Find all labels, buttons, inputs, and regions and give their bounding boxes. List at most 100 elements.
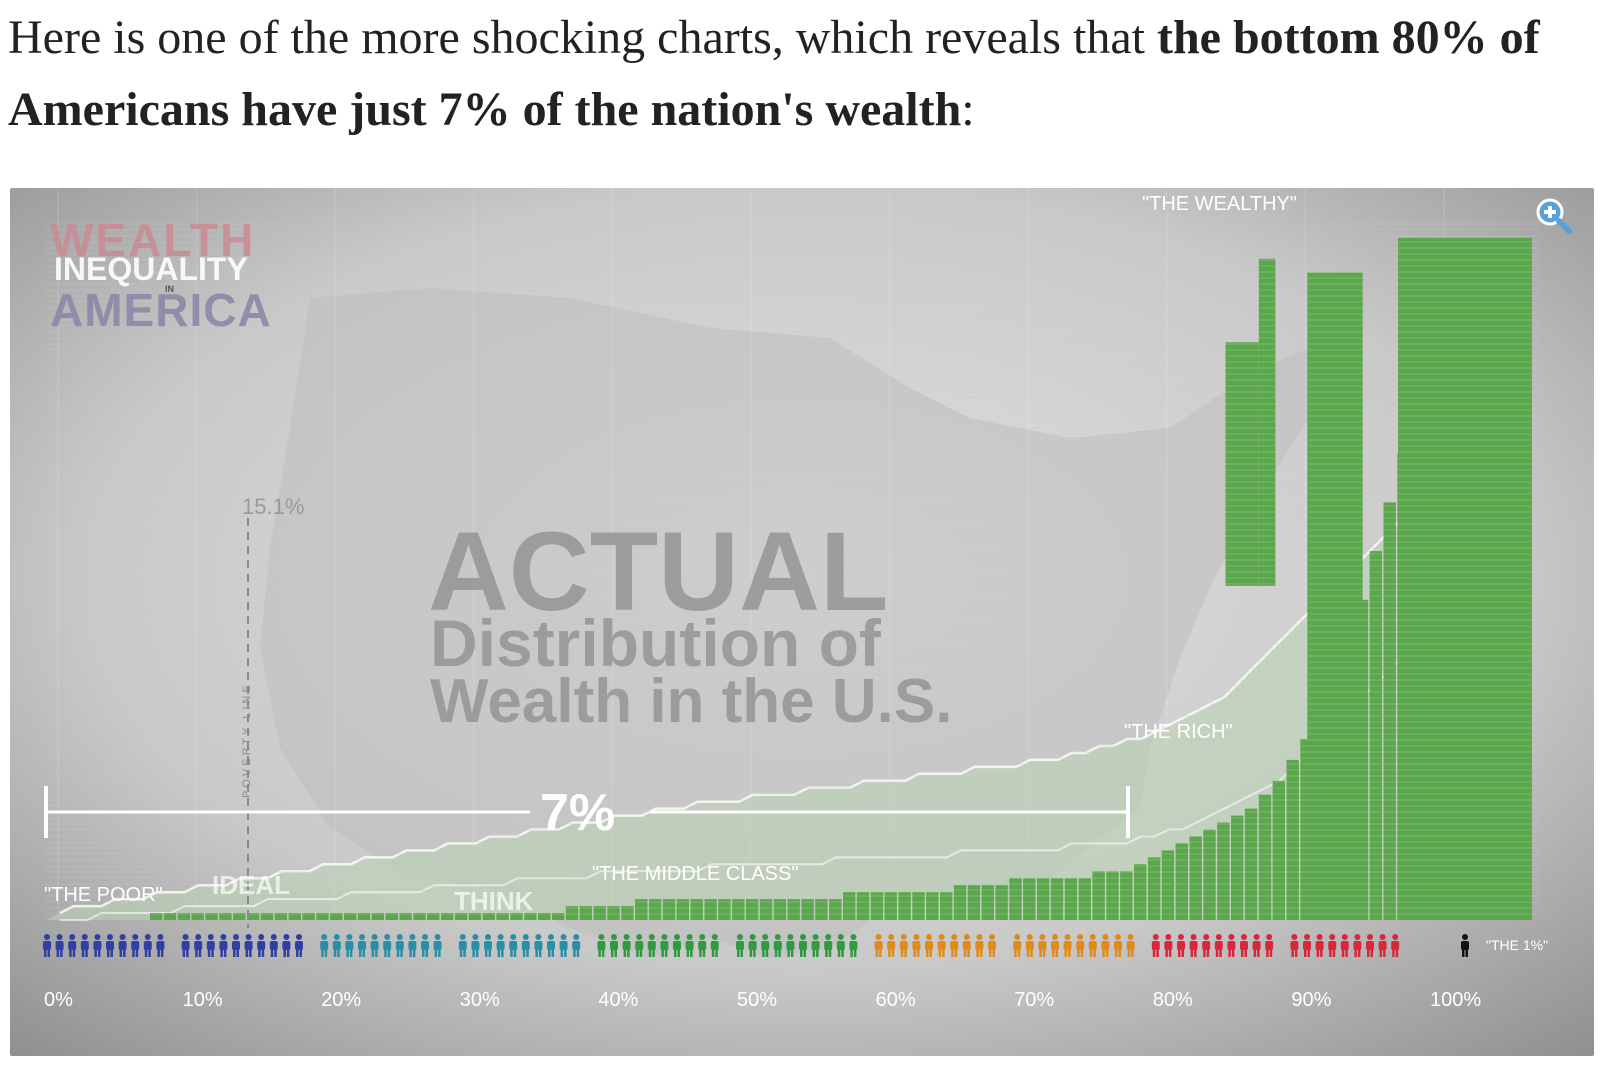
- person-icon: [1038, 934, 1047, 957]
- bar-percentile-67: [967, 885, 981, 920]
- overlay-title-line-1: ACTUAL: [428, 509, 888, 634]
- bar-percentile-48: [704, 899, 717, 920]
- person-icon: [458, 934, 467, 957]
- x-tick-label: 20%: [321, 989, 361, 1011]
- population-icons: [43, 934, 1469, 957]
- bar-percentile-73: [1050, 878, 1064, 920]
- person-icon: [1265, 934, 1274, 957]
- zoom-in-icon[interactable]: [1536, 198, 1572, 234]
- brand-line-3: AMERICA: [50, 284, 272, 336]
- bar-percentile-83: [1189, 836, 1202, 920]
- person-icon: [773, 934, 782, 957]
- person-icon: [370, 934, 379, 957]
- person-icon: [673, 934, 681, 957]
- bar-percentile-42: [621, 906, 634, 920]
- bracket-label: 7%: [540, 784, 615, 842]
- bar-percentile-28: [427, 913, 440, 920]
- bar-percentile-77: [1106, 871, 1119, 920]
- bar-percentile-14: [233, 913, 246, 920]
- bar-percentile-86: [1231, 815, 1244, 920]
- person-icon: [55, 934, 64, 957]
- person-icon: [1189, 934, 1198, 957]
- person-icon: [118, 934, 127, 957]
- person-icon: [143, 934, 152, 957]
- overlay-title: ACTUAL Distribution of Wealth in the U.S…: [428, 509, 952, 736]
- x-tick-label: 40%: [598, 989, 638, 1011]
- bar-percentile-60: [870, 892, 884, 920]
- bar-percentile-82: [1175, 843, 1188, 920]
- person-icon: [282, 934, 291, 957]
- person-icon: [194, 934, 203, 957]
- person-icon: [899, 934, 908, 957]
- bar-percentile-89: [1272, 780, 1285, 920]
- bar-percentile-51: [745, 899, 759, 920]
- person-icon: [597, 934, 606, 957]
- bar-percentile-87: [1244, 808, 1258, 920]
- bar-wealthy-slice-2: [1225, 342, 1259, 586]
- bar-percentile-90: [1286, 759, 1299, 920]
- person-icon: [1252, 934, 1261, 957]
- label-the-rich: "THE RICH": [1124, 721, 1233, 743]
- person-icon: [80, 934, 89, 957]
- person-icon: [295, 934, 303, 957]
- x-tick-label: 60%: [876, 989, 916, 1011]
- bar-percentile-47: [690, 899, 703, 920]
- person-icon: [786, 934, 795, 957]
- person-icon: [43, 934, 51, 957]
- label-ideal: IDEAL: [212, 870, 290, 900]
- person-icon: [925, 934, 933, 957]
- person-icon: [1051, 934, 1059, 957]
- bar-percentile-39: [579, 906, 592, 920]
- person-icon: [1340, 934, 1349, 957]
- person-icon: [244, 934, 253, 957]
- person-icon: [206, 934, 215, 957]
- person-icon: [824, 934, 833, 957]
- bar-percentile-54: [787, 899, 800, 920]
- person-icon: [635, 934, 644, 957]
- person-icon: [421, 934, 429, 957]
- person-icon: [559, 934, 568, 957]
- bar-percentile-30: [454, 913, 468, 920]
- person-icon: [1391, 934, 1400, 957]
- bar-percentile-49: [718, 899, 731, 920]
- bar-percentile-55: [801, 899, 814, 920]
- ideal-area: [46, 501, 1419, 921]
- x-axis-ticks: 0% 10% 20% 30% 40% 50% 60% 70% 80% 90% 100%: [44, 989, 1481, 1011]
- person-icon: [433, 934, 442, 957]
- bar-percentile-70: [1009, 878, 1022, 920]
- person-icon: [395, 934, 404, 957]
- person-icon: [181, 934, 190, 957]
- bar-percentile-32: [482, 913, 495, 920]
- bar-percentile-26: [399, 913, 412, 920]
- person-icon: [471, 934, 480, 957]
- person-icon: [232, 934, 240, 957]
- person-icon: [1151, 934, 1160, 957]
- person-icon: [383, 934, 392, 957]
- label-the-wealthy: "THE WEALTHY": [1142, 193, 1297, 215]
- bar-percentile-46: [676, 899, 689, 920]
- bar-percentile-76: [1092, 871, 1105, 920]
- person-icon: [68, 934, 77, 957]
- group-labels: "THE POOR" IDEAL THINK "THE MIDDLE CLASS…: [44, 193, 1548, 953]
- intro-paragraph: Here is one of the more shocking charts,…: [8, 2, 1588, 146]
- person-icon: [1114, 934, 1122, 957]
- bar-percentile-37: [551, 913, 565, 920]
- x-tick-label: 30%: [460, 989, 500, 1011]
- person-icon: [257, 934, 266, 957]
- person-icon: [345, 934, 354, 957]
- person-icon: [874, 934, 883, 957]
- poverty-line-value: 15.1%: [242, 494, 304, 519]
- bar-percentile-74: [1064, 878, 1078, 920]
- person-icon: [710, 934, 719, 957]
- bar-percentile-88: [1258, 794, 1272, 920]
- person-icon: [106, 934, 114, 957]
- person-icon: [358, 934, 366, 957]
- bar-percentile-68: [981, 885, 994, 920]
- person-icon: [1214, 934, 1223, 957]
- label-the-one-percent: "THE 1%": [1486, 937, 1548, 953]
- ideal-distribution-area: [46, 502, 1419, 920]
- person-icon: [962, 934, 971, 957]
- person-icon: [156, 934, 165, 957]
- bar-percentile-31: [468, 913, 482, 920]
- person-icon: [975, 934, 984, 957]
